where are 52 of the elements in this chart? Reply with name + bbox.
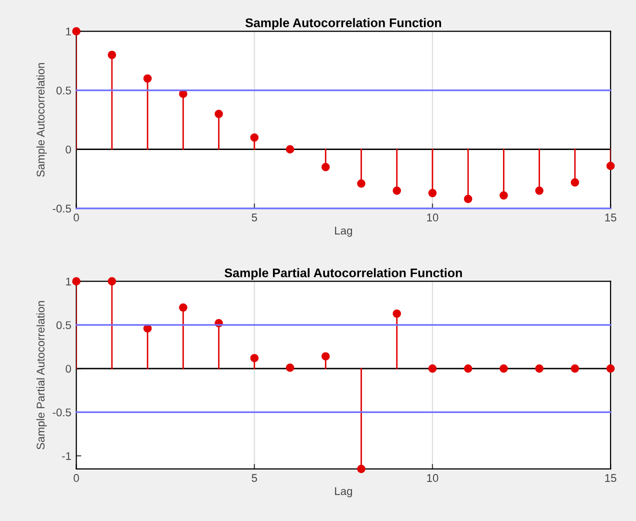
y-tick-label: 0 [66,146,72,154]
y-tick-label: 1 [66,28,71,36]
y-tick-label: -1 [62,452,71,460]
point [250,354,259,362]
point [108,50,116,60]
point [535,364,544,373]
point [428,364,437,373]
x-tick-label: 0 [74,214,79,222]
x-tick-label: 10 [427,214,438,222]
point [570,178,580,187]
y-tick-label: 1 [66,278,71,286]
point [464,364,472,373]
point [357,179,366,188]
point [428,188,437,198]
x-tick-label: 15 [605,214,616,222]
point [143,74,152,83]
y-tick-label: 0.5 [56,321,71,330]
y-tick-label: -0.5 [52,408,71,416]
x-tick-label: 15 [605,474,616,482]
point [570,364,580,373]
point [214,110,223,118]
x-axis-title: Lag [335,226,352,237]
point [179,303,188,312]
y-tick-label: -0.5 [52,204,71,213]
x-tick-label: 5 [252,474,258,482]
chart-title: Sample Autocorrelation Function [245,18,442,30]
point [286,364,294,372]
y-tick-label: 0.5 [56,86,71,94]
point [535,186,544,195]
point [321,352,330,361]
point [286,145,294,154]
point [606,364,615,373]
point [500,364,508,373]
point [321,162,330,172]
point [464,194,472,204]
point [108,277,116,286]
x-axis-title: Lag [335,487,352,498]
x-tick-label: 0 [74,474,79,482]
point [500,191,508,200]
chart-title: Sample Partial Autocorrelation Function [224,268,462,280]
point [392,186,402,195]
y-tick-label: 0 [66,364,72,373]
x-tick-label: 10 [427,474,438,482]
point [250,133,259,142]
point [357,464,366,474]
point [72,27,80,36]
y-axis-title: Sample Partial Autocorrelation [36,301,47,450]
x-tick-label: 5 [252,214,258,222]
point [392,309,402,318]
point [606,162,615,170]
point [72,277,80,286]
y-axis-title: Sample Autocorrelation [36,63,47,177]
